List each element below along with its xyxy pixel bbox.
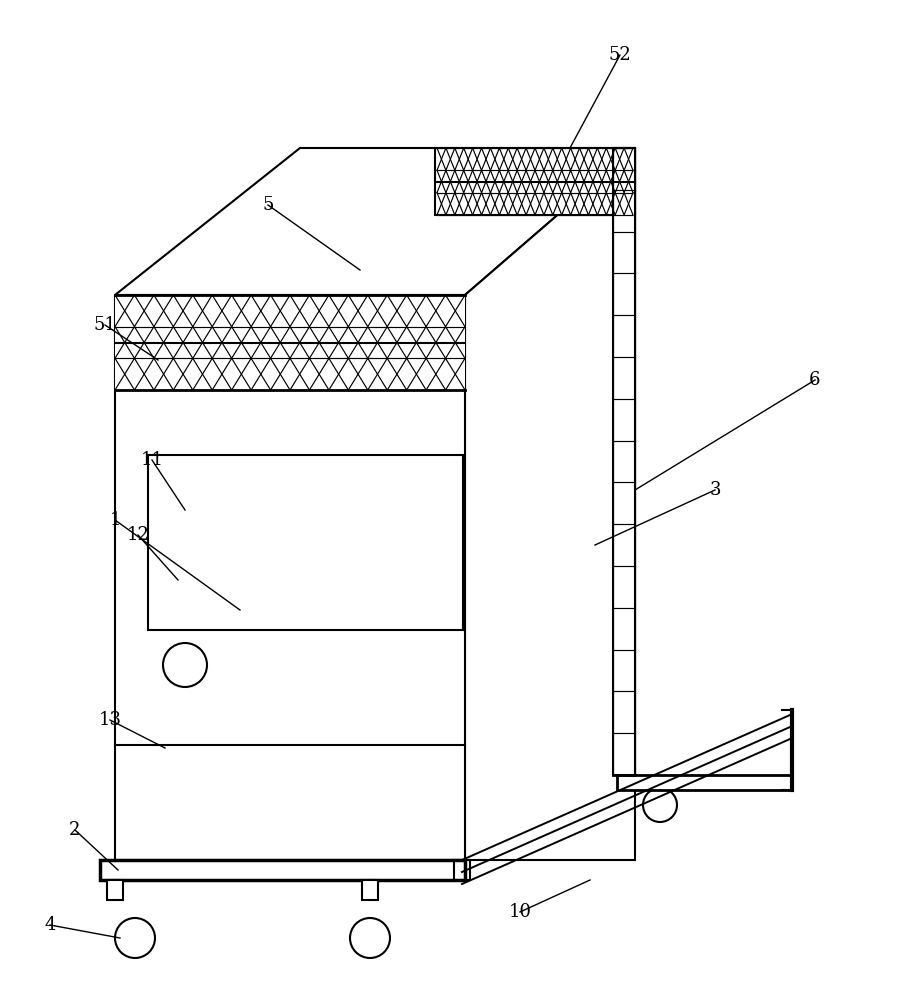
Polygon shape (100, 860, 465, 880)
Text: 2: 2 (70, 821, 81, 839)
Bar (148, 455, 463, 630)
Text: 12: 12 (126, 526, 149, 544)
Text: 1: 1 (109, 511, 121, 529)
Bar (115, 295, 465, 390)
Bar (362, 880, 378, 900)
Circle shape (350, 918, 390, 958)
Polygon shape (435, 148, 635, 215)
Text: 52: 52 (608, 46, 631, 64)
Text: 10: 10 (509, 903, 532, 921)
Polygon shape (115, 295, 465, 860)
Circle shape (643, 788, 677, 822)
Circle shape (115, 918, 155, 958)
Text: 11: 11 (141, 451, 164, 469)
Polygon shape (465, 148, 635, 860)
Bar (617, 775, 792, 790)
Text: 5: 5 (263, 196, 274, 214)
Text: 13: 13 (99, 711, 122, 729)
Circle shape (163, 643, 207, 687)
Polygon shape (115, 148, 635, 295)
Bar (613, 148, 635, 775)
Bar (107, 880, 123, 900)
Text: 6: 6 (809, 371, 821, 389)
Text: 51: 51 (93, 316, 116, 334)
Text: 4: 4 (44, 916, 56, 934)
Text: 3: 3 (709, 481, 721, 499)
